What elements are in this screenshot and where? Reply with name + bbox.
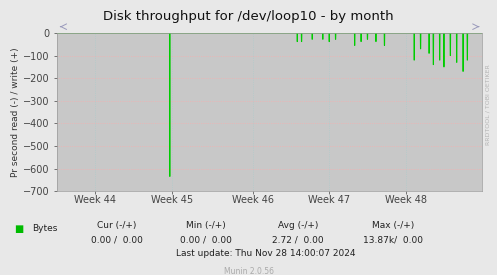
- Text: 13.87k/  0.00: 13.87k/ 0.00: [363, 235, 422, 244]
- Text: 0.00 /  0.00: 0.00 / 0.00: [180, 235, 232, 244]
- Text: Avg (-/+): Avg (-/+): [278, 221, 319, 230]
- Text: Cur (-/+): Cur (-/+): [97, 221, 137, 230]
- Text: Munin 2.0.56: Munin 2.0.56: [224, 267, 273, 275]
- Text: Bytes: Bytes: [32, 224, 58, 233]
- Text: Last update: Thu Nov 28 14:00:07 2024: Last update: Thu Nov 28 14:00:07 2024: [176, 249, 356, 258]
- Text: Disk throughput for /dev/loop10 - by month: Disk throughput for /dev/loop10 - by mon…: [103, 10, 394, 23]
- Text: Min (-/+): Min (-/+): [186, 221, 226, 230]
- Text: ■: ■: [14, 224, 23, 234]
- Y-axis label: Pr second read (-) / write (+): Pr second read (-) / write (+): [11, 47, 20, 177]
- Text: RRDTOOL / TOBI OETIKER: RRDTOOL / TOBI OETIKER: [486, 64, 491, 145]
- Text: Max (-/+): Max (-/+): [371, 221, 414, 230]
- Text: 0.00 /  0.00: 0.00 / 0.00: [91, 235, 143, 244]
- Text: 2.72 /  0.00: 2.72 / 0.00: [272, 235, 324, 244]
